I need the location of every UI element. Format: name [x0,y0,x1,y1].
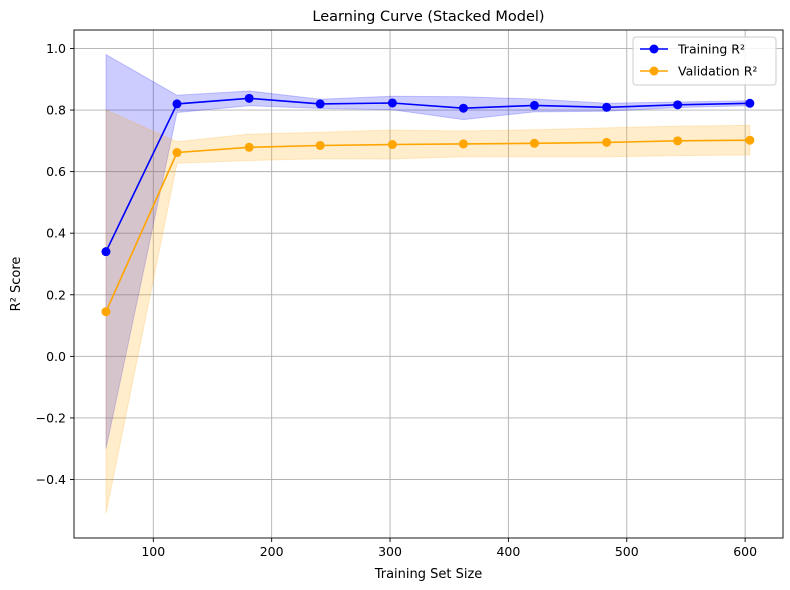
x-tick-label: 400 [496,544,520,559]
x-tick-label: 100 [141,544,165,559]
validation-band [105,109,751,514]
validation-line [105,139,750,313]
x-tick-label: 600 [733,544,757,559]
training-point [745,98,755,108]
plot-frame [73,29,784,539]
legend: Training R² Validation R² [632,36,777,86]
x-axis-label: Training Set Size [374,567,483,582]
x-tick-label: 200 [260,544,284,559]
validation-point [101,307,111,317]
y-axis-label: R² Score [9,257,24,312]
chart-title: Learning Curve (Stacked Model) [312,9,544,25]
legend-label-training: Training R² [677,42,745,57]
training-point [244,93,254,103]
validation-point [315,140,325,150]
training-point [101,247,111,257]
series-lines [105,97,750,313]
legend-box [632,36,777,86]
training-point [673,100,683,110]
validation-point [673,136,683,146]
x-tick-label: 300 [378,544,402,559]
training-point [529,100,539,110]
training-line [105,97,750,253]
legend-marker-training [649,44,659,54]
y-tick-label: 0.4 [46,226,66,241]
legend-marker-validation [649,66,659,76]
validation-point [529,138,539,148]
y-tick-label: 0.0 [46,349,66,364]
y-tick-label: 1.0 [46,41,66,56]
axis-ticks: 100 200 300 400 500 600 −0.4 −0.2 0.0 0.2 0.4 0.6 0.… [36,41,757,559]
training-point [458,103,468,113]
validation-point [387,140,397,150]
training-point [315,99,325,109]
validation-point [172,148,182,158]
validation-point [602,137,612,147]
y-tick-label: 0.6 [46,164,66,179]
validation-point [745,135,755,145]
legend-label-validation: Validation R² [678,64,757,79]
validation-point [458,139,468,149]
y-tick-label: −0.2 [36,410,66,425]
y-tick-label: −0.4 [36,472,66,487]
validation-point [244,142,254,152]
y-tick-label: 0.8 [46,103,66,118]
y-tick-label: 0.2 [46,287,66,302]
series-points [101,93,755,317]
x-tick-label: 500 [615,544,639,559]
training-point [602,102,612,112]
training-point [387,98,397,108]
training-point [172,99,182,109]
grid [74,30,783,538]
